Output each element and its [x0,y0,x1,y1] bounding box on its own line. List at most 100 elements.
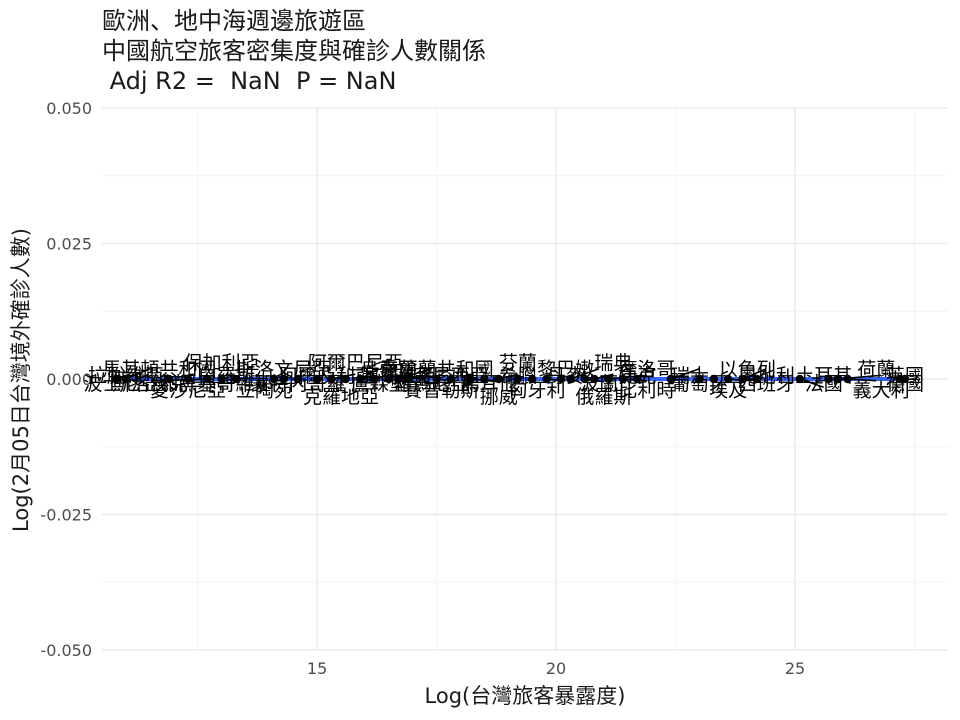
title-line-3: Adj R2 = NaN P = NaN [102,67,397,95]
leader-line [125,368,151,380]
point-label: 斯洛伐克 [112,373,188,395]
data-point [709,374,718,384]
data-point [695,374,704,384]
point-label: 西班牙 [738,373,795,395]
point-label: 俄羅斯 [575,386,632,408]
point-label: 奧地利 [738,365,795,387]
data-point [341,374,350,384]
y-tick-label: 0.025 [46,235,92,254]
point-label: 挪威 [480,386,518,408]
data-point [327,374,336,384]
point-label: 斯洛文尼亞 [236,359,331,381]
data-point [723,374,733,384]
data-point [566,374,575,384]
data-point [618,374,628,384]
data-point [542,374,551,384]
data-point [795,374,805,384]
point-label: 摩洛哥 [618,359,675,381]
x-tick-label: 20 [546,659,566,678]
chart-title: 歐洲、地中海週邊旅遊區 中國航空旅客密集度與確診人數關係 Adj R2 = Na… [102,6,486,96]
data-point [231,374,241,384]
point-label: 立陶宛 [236,379,293,401]
leader-line [398,368,433,380]
point-label: 克羅地亞 [303,386,379,408]
point-label: 賽普勒斯 [403,379,479,401]
point-label: 阿爾巴尼亞 [308,352,403,374]
point-label: 瑞士 [671,365,709,387]
title-line-1: 歐洲、地中海週邊旅遊區 [102,7,366,35]
data-point [480,374,489,384]
point-label: 以色列 [719,359,776,381]
point-label: 波士尼亞和黑塞哥維那 [83,373,273,395]
x-axis-title: Log(台灣旅客暴露度) [425,684,626,708]
point-label: 愛沙尼亞 [150,379,226,401]
point-label: 法國 [805,373,843,395]
data-point [590,374,599,384]
point-label: 比利時 [618,379,675,401]
point-label: 愛爾蘭共和國 [380,359,494,381]
point-label: 白羅斯 [198,365,255,387]
data-point [900,374,910,384]
data-point [164,374,174,384]
point-labels: 拉脫維亞斯洛伐克波士尼亞和黑塞哥維那愛沙尼亞馬其頓共和國保加利亞白羅斯立陶宛斯洛… [83,352,924,408]
point-label: 德國 [886,373,924,395]
leader-line [608,374,647,380]
data-point [432,374,441,384]
leader-line [670,368,700,380]
point-label: 英國 [886,365,924,387]
data-point [370,374,379,384]
point-label: 捷克 [618,365,656,387]
point-label: 匈牙利 [508,379,565,401]
point-label: 希臘 [499,365,537,387]
y-tick-label: 0.050 [46,99,92,118]
point-label: 蒙特內哥羅 [250,373,345,395]
data-point [752,374,762,384]
point-label: 丹麥 [547,365,585,387]
point-label: 義大利 [853,379,910,401]
data-point [269,374,279,384]
data-point [494,374,503,384]
point-label: 塞爾維亞 [360,365,436,387]
point-label: 葡萄牙 [671,373,728,395]
point-label: 瑞典 [594,352,632,374]
data-point [513,374,523,384]
data-point [355,374,365,384]
y-axis-title: Log(2月05日台灣境外確診人數) [9,228,33,532]
data-point [604,374,613,384]
leader-line [742,368,767,380]
data-point [279,374,288,384]
leader-line [847,378,877,382]
data-point [824,374,833,384]
data-point [580,374,589,384]
data-point [202,374,212,384]
data-point [121,374,131,384]
leader-line [799,378,824,388]
data-point [833,374,843,384]
point-label: 荷蘭 [857,359,895,381]
point-label: 黎巴嫩 [537,359,594,381]
data-point [183,374,193,384]
point-label: 盧森堡 [351,373,408,395]
point-label: 突尼西亞 [413,365,489,387]
data-point [112,374,121,384]
data-point [312,374,322,384]
x-tick-label: 25 [785,659,805,678]
x-tick-label: 15 [307,659,327,678]
y-axis-ticks: -0.050 -0.025 0.000 0.025 0.050 [40,99,92,660]
point-label: 阿爾及利亞 [279,365,374,387]
y-tick-label: -0.025 [40,506,92,525]
data-point [394,374,403,384]
title-line-2: 中國航空旅客密集度與確診人數關係 [102,37,486,65]
data-point [465,374,475,384]
data-point [527,374,537,384]
data-points [112,374,910,384]
point-label: 馬耳他 [461,373,518,395]
data-point [293,374,303,384]
point-label: 波蘭 [580,373,618,395]
point-label: 羅馬尼亞 [394,373,470,395]
data-point [217,374,226,384]
point-label: 保加利亞 [183,352,259,374]
data-point [446,374,456,384]
point-label: 土耳其 [795,365,852,387]
